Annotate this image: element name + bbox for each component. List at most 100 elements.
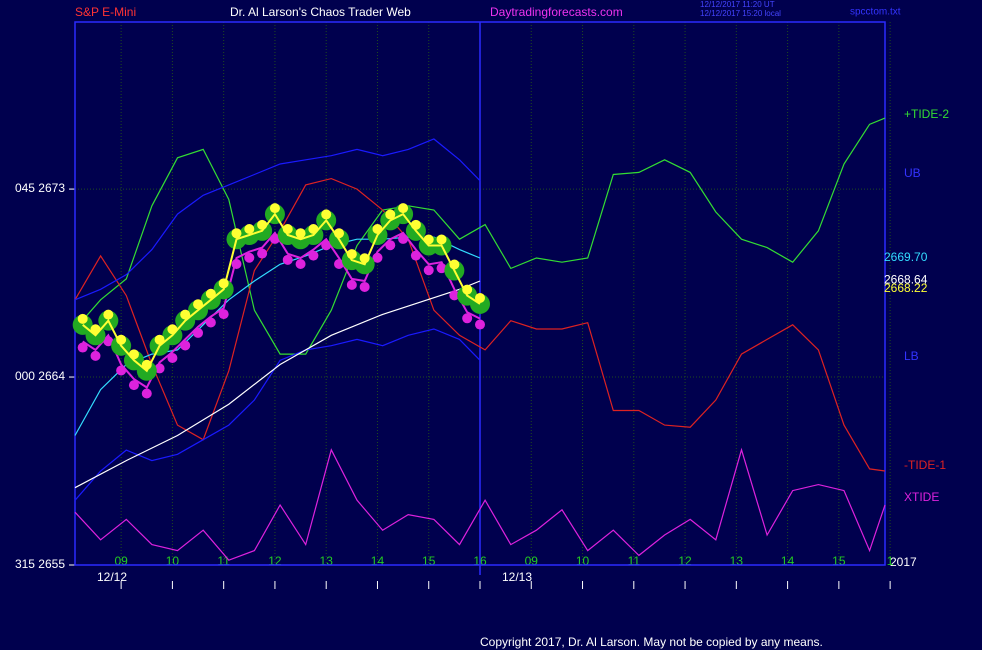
data-point bbox=[398, 203, 409, 214]
data-point bbox=[141, 359, 152, 370]
series-line bbox=[74, 280, 481, 489]
legend-entry: -TIDE-1 bbox=[904, 458, 946, 472]
data-point bbox=[90, 350, 101, 361]
symbol: S&P E-Mini bbox=[75, 5, 136, 19]
data-point bbox=[372, 224, 383, 235]
data-point bbox=[128, 380, 139, 391]
data-point bbox=[308, 224, 319, 235]
series-line bbox=[82, 231, 481, 389]
x-tick-label: 13 bbox=[320, 554, 334, 568]
data-point bbox=[154, 363, 165, 374]
data-point bbox=[475, 292, 485, 303]
data-point bbox=[295, 228, 306, 239]
data-point bbox=[257, 248, 268, 259]
data-point bbox=[193, 299, 204, 310]
data-point bbox=[231, 228, 242, 239]
data-point bbox=[398, 233, 409, 244]
x-tick-label: 14 bbox=[781, 554, 795, 568]
legend-entry: XTIDE bbox=[904, 490, 939, 504]
data-point bbox=[103, 309, 114, 320]
data-point bbox=[449, 259, 460, 270]
series-line bbox=[74, 177, 886, 472]
data-point bbox=[410, 219, 421, 230]
date-label: 12/13 bbox=[502, 570, 532, 584]
x-tick-label: 15 bbox=[422, 554, 436, 568]
x-tick-label: 09 bbox=[525, 554, 539, 568]
end-value-label: 2669.70 bbox=[884, 250, 928, 264]
data-point bbox=[269, 203, 280, 214]
data-point bbox=[308, 250, 319, 261]
copyright: Copyright 2017, Dr. Al Larson. May not b… bbox=[480, 635, 823, 649]
data-point bbox=[462, 284, 473, 295]
data-point bbox=[77, 313, 88, 324]
data-point bbox=[346, 249, 357, 260]
x-tick-label: 10 bbox=[166, 554, 180, 568]
legend-entry: LB bbox=[904, 349, 919, 363]
series-line bbox=[74, 328, 481, 501]
data-point bbox=[103, 336, 114, 347]
data-point bbox=[257, 219, 268, 230]
data-point bbox=[167, 324, 178, 335]
y-tick-label: 315 2655 bbox=[15, 557, 65, 571]
stamp-local: 12/12/2017 15:20 local bbox=[700, 9, 781, 18]
date-label: 12/12 bbox=[97, 570, 127, 584]
data-point bbox=[359, 281, 370, 292]
data-point bbox=[282, 224, 293, 235]
data-point bbox=[154, 334, 165, 345]
year: 2017 bbox=[890, 555, 917, 569]
data-point bbox=[436, 234, 447, 245]
x-tick-label: 12 bbox=[268, 554, 282, 568]
data-point bbox=[346, 279, 357, 290]
y-tick-label: 045 2673 bbox=[15, 181, 65, 195]
data-point bbox=[167, 352, 178, 363]
series-line bbox=[74, 117, 886, 355]
y-tick-label: 000 2664 bbox=[15, 369, 65, 383]
data-point bbox=[423, 234, 434, 245]
series-line bbox=[74, 447, 886, 561]
data-point bbox=[193, 327, 204, 338]
data-point bbox=[180, 309, 191, 320]
data-point bbox=[116, 334, 127, 345]
data-point bbox=[218, 278, 229, 289]
data-point bbox=[244, 252, 255, 263]
legend-entry: UB bbox=[904, 166, 921, 180]
data-point bbox=[244, 224, 255, 235]
data-point bbox=[385, 209, 396, 220]
x-tick-label: 15 bbox=[832, 554, 846, 568]
data-point bbox=[295, 258, 306, 269]
halo bbox=[470, 293, 490, 314]
data-point bbox=[334, 258, 345, 269]
data-point bbox=[116, 365, 127, 376]
data-point bbox=[423, 265, 434, 276]
data-point bbox=[359, 253, 370, 264]
stamp-ut: 12/12/2017 11:20 UT bbox=[700, 0, 775, 9]
data-point bbox=[372, 252, 383, 263]
data-point bbox=[231, 258, 242, 269]
x-tick-label: 13 bbox=[730, 554, 744, 568]
end-value-label: 2668.64 bbox=[884, 272, 928, 286]
legend-entry: +TIDE-2 bbox=[904, 107, 949, 121]
x-tick-label: 1 bbox=[887, 554, 894, 568]
x-tick-label: 10 bbox=[576, 554, 590, 568]
data-point bbox=[77, 342, 88, 353]
end-value-label: 2668.22 bbox=[884, 281, 928, 295]
file-name: spcctom.txt bbox=[850, 7, 901, 18]
site: Daytradingforecasts.com bbox=[490, 5, 623, 19]
data-point bbox=[128, 349, 139, 360]
data-point bbox=[321, 209, 332, 220]
data-point bbox=[282, 254, 293, 265]
x-tick-label: 14 bbox=[371, 554, 385, 568]
data-point bbox=[90, 324, 101, 335]
series-line bbox=[74, 138, 481, 301]
data-point bbox=[321, 240, 332, 251]
x-tick-label: 12 bbox=[678, 554, 692, 568]
data-point bbox=[205, 317, 216, 328]
x-tick-label: 11 bbox=[217, 554, 230, 568]
data-point bbox=[436, 263, 447, 274]
data-point bbox=[218, 309, 229, 320]
data-point bbox=[180, 340, 191, 351]
chart-title: Dr. Al Larson's Chaos Trader Web bbox=[230, 5, 411, 19]
